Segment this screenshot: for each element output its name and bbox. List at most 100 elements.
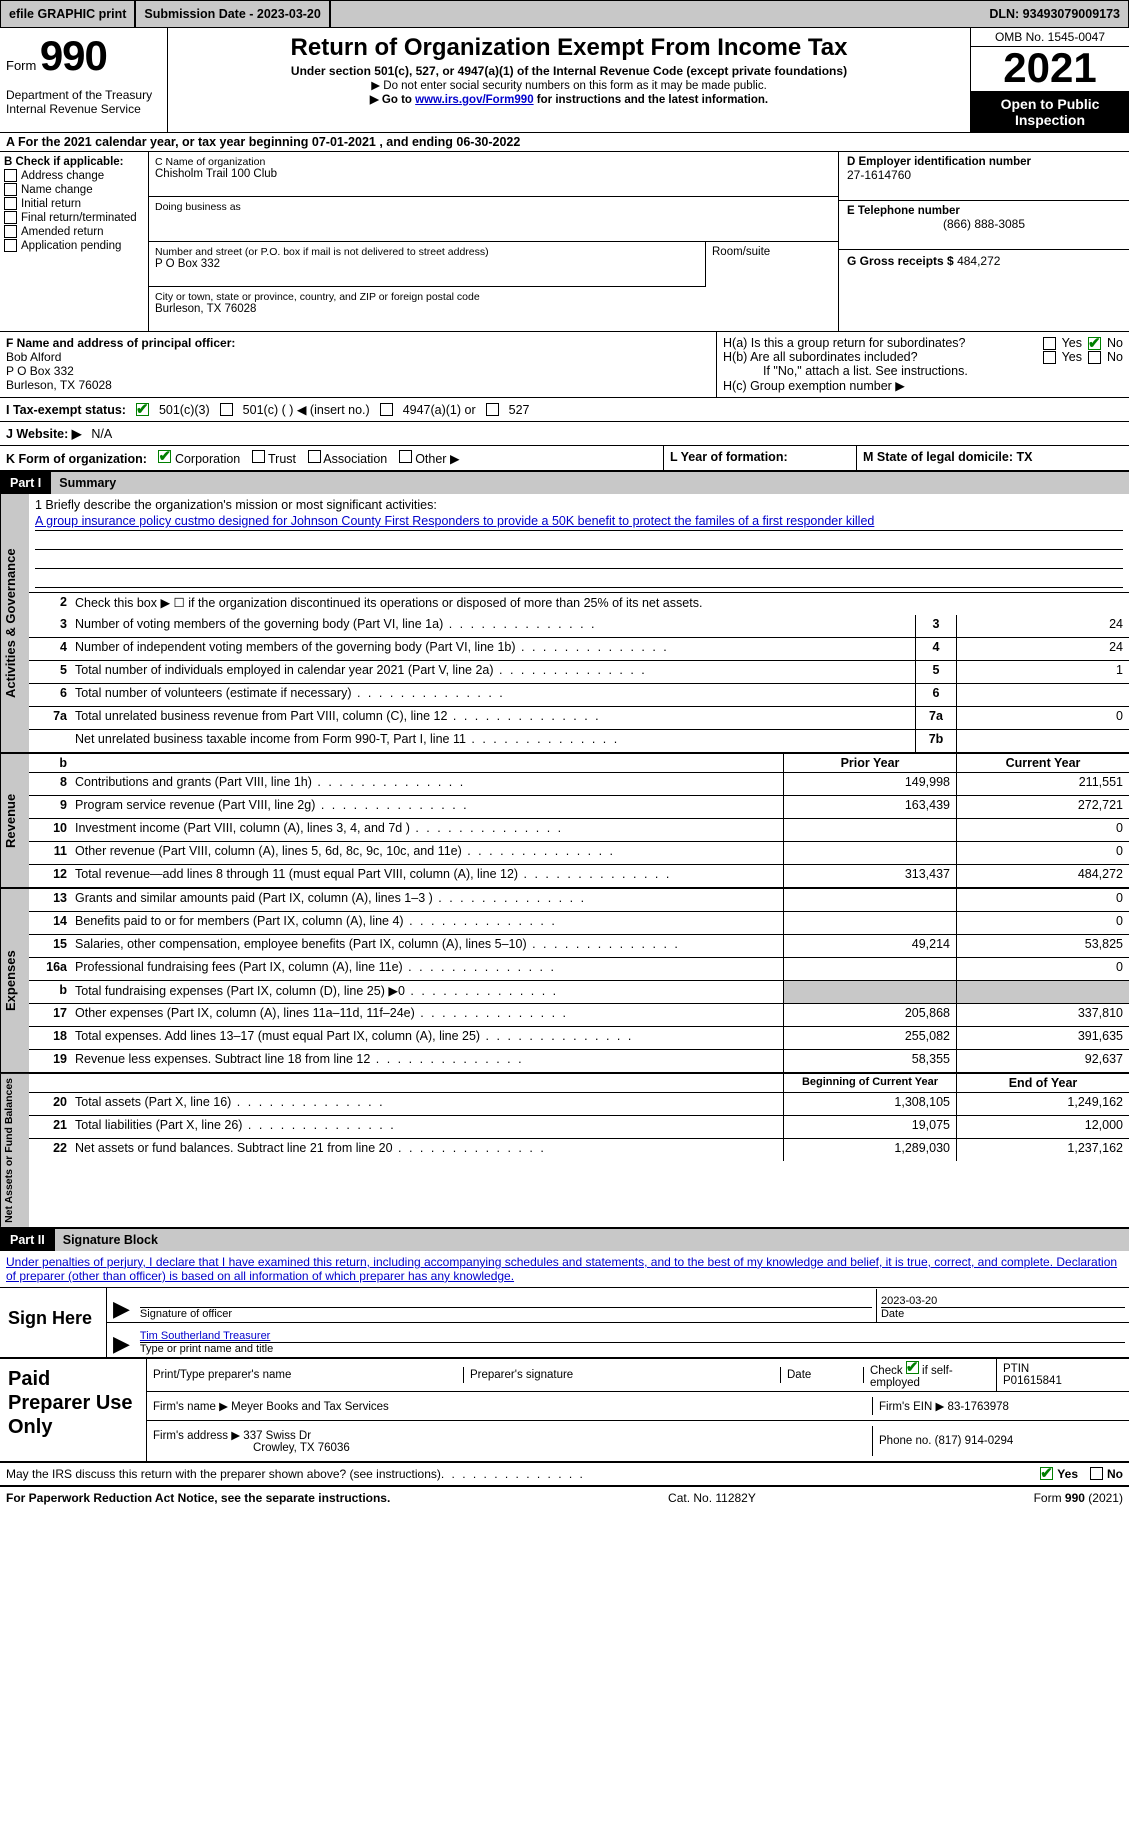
chk-4947[interactable]	[380, 403, 393, 416]
discuss-yes-chk[interactable]	[1040, 1467, 1053, 1480]
section-na: Net Assets or Fund Balances Beginning of…	[0, 1074, 1129, 1229]
ln-desc: Total assets (Part X, line 16)	[71, 1093, 783, 1115]
preparer-body: Print/Type preparer's name Preparer's si…	[147, 1359, 1129, 1461]
h-cell: H(a) Is this a group return for subordin…	[717, 332, 1129, 397]
irs-link[interactable]: www.irs.gov/Form990	[415, 94, 533, 106]
ln-cy: 92,637	[956, 1050, 1129, 1072]
ln-cy: 0	[956, 912, 1129, 934]
hb-yes-chk[interactable]	[1043, 351, 1056, 364]
firm-addr-label: Firm's address ▶	[153, 1430, 240, 1442]
submission-date: Submission Date - 2023-03-20	[136, 1, 330, 27]
gov-line-3: 3 Number of voting members of the govern…	[29, 615, 1129, 638]
officer-label: F Name and address of principal officer:	[6, 336, 710, 350]
hdr-b: b	[29, 754, 71, 772]
phone-label: Phone no.	[879, 1435, 931, 1447]
chk-501c[interactable]	[220, 403, 233, 416]
yes-label: Yes	[1062, 336, 1082, 350]
ein-label: D Employer identification number	[847, 156, 1121, 168]
rev-body: b Prior Year Current Year 8 Contribution…	[29, 754, 1129, 887]
ln-desc: Revenue less expenses. Subtract line 18 …	[71, 1050, 783, 1072]
ha-yes-chk[interactable]	[1043, 337, 1056, 350]
chk-address-change[interactable]: Address change	[4, 169, 144, 182]
chk-527[interactable]	[486, 403, 499, 416]
hb-label: H(b) Are all subordinates included?	[723, 350, 1037, 364]
chk-other[interactable]	[399, 450, 412, 463]
discuss-row: May the IRS discuss this return with the…	[0, 1463, 1129, 1487]
ln-py: 19,075	[783, 1116, 956, 1138]
ln-num	[29, 730, 71, 752]
chk-pre: Check	[870, 1365, 903, 1377]
ln-desc: Salaries, other compensation, employee b…	[71, 935, 783, 957]
chk-application[interactable]: Application pending	[4, 239, 144, 252]
opt-assoc: Association	[323, 452, 387, 466]
ln-py: 205,868	[783, 1004, 956, 1026]
part-1-num: Part I	[0, 476, 51, 490]
ln-num-2: 2	[29, 593, 71, 615]
hdr-blank	[71, 754, 783, 772]
discuss-no-chk[interactable]	[1090, 1467, 1103, 1480]
city-label: City or town, state or province, country…	[155, 291, 832, 303]
sig-date-label: Date	[881, 1308, 1125, 1320]
fein: 83-1763978	[948, 1401, 1009, 1413]
line-19: 19 Revenue less expenses. Subtract line …	[29, 1050, 1129, 1072]
ln-desc: Total fundraising expenses (Part IX, col…	[71, 981, 783, 1003]
sig-name-link[interactable]: Tim Southerland Treasurer	[140, 1330, 270, 1342]
ln-cy	[956, 981, 1129, 1003]
prep-row-3: Firm's address ▶ 337 Swiss Dr Crowley, T…	[147, 1421, 1129, 1461]
hb-no-chk[interactable]	[1088, 351, 1101, 364]
opt-corp: Corporation	[175, 452, 240, 466]
ha-label: H(a) Is this a group return for subordin…	[723, 336, 1037, 350]
rev-hdr: b Prior Year Current Year	[29, 754, 1129, 773]
chk-final-return[interactable]: Final return/terminated	[4, 211, 144, 224]
ein: 27-1614760	[847, 168, 1121, 182]
ln-desc: Grants and similar amounts paid (Part IX…	[71, 889, 783, 911]
chk-501c3[interactable]	[136, 403, 149, 416]
ln-desc: Contributions and grants (Part VIII, lin…	[71, 773, 783, 795]
line-17: 17 Other expenses (Part IX, column (A), …	[29, 1004, 1129, 1027]
sig-intro-text[interactable]: Under penalties of perjury, I declare th…	[6, 1255, 1117, 1283]
dba-cell: Doing business as	[149, 197, 838, 242]
k-label: K Form of organization:	[6, 452, 147, 466]
chk-corp[interactable]	[158, 450, 171, 463]
yes-label: Yes	[1062, 350, 1082, 364]
ln-num: 21	[29, 1116, 71, 1138]
ln-py: 163,439	[783, 796, 956, 818]
ln-val	[956, 730, 1129, 752]
chk-selfemp[interactable]	[906, 1361, 919, 1374]
mission-blank-3	[35, 569, 1123, 588]
ha-no-chk[interactable]	[1088, 337, 1101, 350]
ln-desc: Professional fundraising fees (Part IX, …	[71, 958, 783, 980]
firm-ein-cell: Firm's EIN ▶ 83-1763978	[873, 1397, 1129, 1415]
ln-num: 22	[29, 1139, 71, 1161]
opt-4947: 4947(a)(1) or	[403, 403, 476, 417]
ln-cy: 484,272	[956, 865, 1129, 887]
firm-name-label: Firm's name ▶	[153, 1401, 228, 1413]
ln-cy: 0	[956, 819, 1129, 841]
ln-box: 4	[915, 638, 956, 660]
ln-desc: Investment income (Part VIII, column (A)…	[71, 819, 783, 841]
form-subtitle: Under section 501(c), 527, or 4947(a)(1)…	[172, 64, 966, 78]
officer-addr2: Burleson, TX 76028	[6, 378, 710, 392]
k-left: K Form of organization: Corporation Trus…	[0, 446, 663, 470]
dln: DLN: 93493079009173	[981, 1, 1128, 27]
chk-amended[interactable]: Amended return	[4, 225, 144, 238]
chk-trust[interactable]	[252, 450, 265, 463]
line-22: 22 Net assets or fund balances. Subtract…	[29, 1139, 1129, 1161]
sign-here-label: Sign Here	[0, 1288, 107, 1357]
na-hdr-blank2	[71, 1074, 783, 1092]
discuss-no: No	[1107, 1467, 1123, 1481]
street-label: Number and street (or P.O. box if mail i…	[155, 246, 699, 258]
ln-desc: Benefits paid to or for members (Part IX…	[71, 912, 783, 934]
na-body: Beginning of Current Year End of Year 20…	[29, 1074, 1129, 1227]
chk-assoc[interactable]	[308, 450, 321, 463]
fein-label: Firm's EIN ▶	[879, 1401, 944, 1413]
ln-cy: 12,000	[956, 1116, 1129, 1138]
city-cell: City or town, state or province, country…	[149, 287, 838, 331]
mission-text[interactable]: A group insurance policy custmo designed…	[35, 512, 1123, 531]
chk-name-change[interactable]: Name change	[4, 183, 144, 196]
firm-addr-cell: Firm's address ▶ 337 Swiss Dr Crowley, T…	[147, 1426, 873, 1456]
chk-initial-return[interactable]: Initial return	[4, 197, 144, 210]
note2-post: for instructions and the latest informat…	[534, 94, 769, 106]
ln-num: 11	[29, 842, 71, 864]
line-18: 18 Total expenses. Add lines 13–17 (must…	[29, 1027, 1129, 1050]
